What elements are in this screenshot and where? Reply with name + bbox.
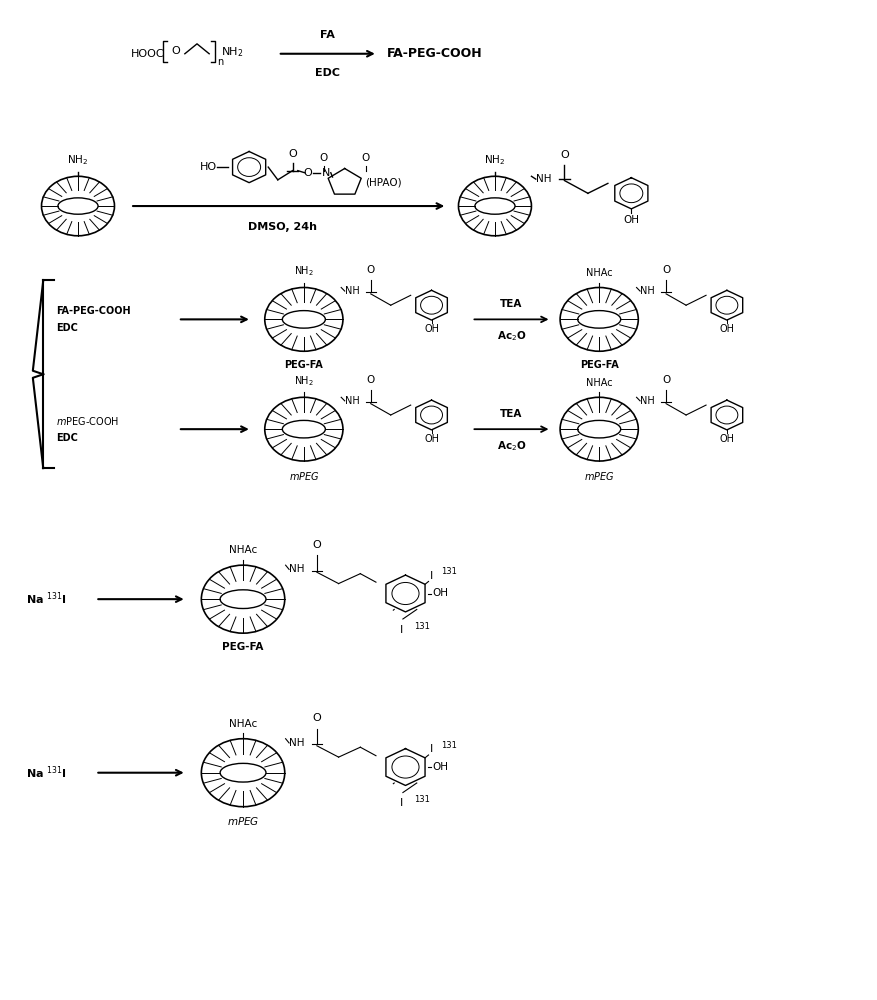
Text: NH$_2$: NH$_2$ [294,264,314,278]
Text: I: I [400,798,403,808]
Circle shape [41,176,115,236]
Text: NH$_2$: NH$_2$ [68,153,89,167]
Text: O: O [662,375,670,385]
Text: PEG-FA: PEG-FA [223,642,264,652]
Text: 131: 131 [440,741,457,750]
Text: FA-PEG-COOH: FA-PEG-COOH [387,47,482,60]
Text: NHAc: NHAc [586,268,612,278]
Text: NH: NH [289,738,304,748]
Text: O: O [312,713,321,723]
Text: O: O [560,150,569,160]
Text: O: O [303,168,312,178]
Text: O: O [312,540,321,550]
Ellipse shape [578,420,621,438]
Text: NH: NH [536,174,552,184]
Text: NH$_2$: NH$_2$ [221,45,244,59]
Text: OH: OH [719,434,734,444]
Text: OH: OH [424,324,439,334]
Text: $m$PEG: $m$PEG [289,470,319,482]
Text: N: N [321,168,330,178]
Text: O: O [172,46,181,56]
Text: I: I [400,625,403,635]
Text: NH: NH [289,564,304,574]
Text: HOOC: HOOC [132,49,165,59]
Text: O: O [361,153,370,163]
Text: $m$PEG: $m$PEG [227,815,260,827]
Text: 131: 131 [414,622,430,631]
Text: O: O [367,375,374,385]
Text: TEA: TEA [500,409,523,419]
Ellipse shape [578,311,621,328]
Text: 131: 131 [440,568,457,576]
Circle shape [560,288,638,351]
Text: EDC: EDC [56,323,78,333]
Text: Ac$_2$O: Ac$_2$O [496,329,526,343]
Text: PEG-FA: PEG-FA [284,360,324,370]
Text: Ac$_2$O: Ac$_2$O [496,439,526,453]
Text: $m$PEG-COOH: $m$PEG-COOH [56,415,119,427]
Text: FA-PEG-COOH: FA-PEG-COOH [56,306,131,316]
Text: NH: NH [640,396,655,406]
Text: NH: NH [345,396,360,406]
Text: NH: NH [345,286,360,296]
Text: Na $^{131}$I: Na $^{131}$I [26,764,67,781]
Text: O: O [289,149,297,159]
Ellipse shape [220,590,266,609]
Text: n: n [217,57,224,67]
Text: TEA: TEA [500,299,523,309]
Text: EDC: EDC [56,433,78,443]
Circle shape [265,397,343,461]
Text: I: I [430,744,432,754]
Text: Na $^{131}$I: Na $^{131}$I [26,591,67,607]
Ellipse shape [58,198,98,214]
Text: NHAc: NHAc [229,545,257,555]
Text: HO: HO [200,162,217,172]
Text: O: O [320,153,328,163]
Text: O: O [662,265,670,275]
Ellipse shape [475,198,515,214]
Text: I: I [430,571,432,581]
Text: (HPAO): (HPAO) [365,178,402,188]
Text: NHAc: NHAc [229,719,257,729]
Ellipse shape [282,311,325,328]
Text: DMSO, 24h: DMSO, 24h [247,222,317,232]
Text: OH: OH [432,762,448,772]
Text: OH: OH [432,588,448,598]
Text: 131: 131 [414,795,430,804]
Text: FA: FA [320,30,335,40]
Text: OH: OH [624,215,639,225]
Circle shape [202,739,285,807]
Text: PEG-FA: PEG-FA [580,360,618,370]
Text: NH: NH [640,286,655,296]
Text: NH$_2$: NH$_2$ [484,153,505,167]
Text: OH: OH [424,434,439,444]
Circle shape [459,176,531,236]
Text: OH: OH [719,324,734,334]
Ellipse shape [282,420,325,438]
Circle shape [202,565,285,633]
Text: O: O [367,265,374,275]
Text: $m$PEG: $m$PEG [584,470,615,482]
Ellipse shape [220,763,266,782]
Text: NHAc: NHAc [586,378,612,388]
Text: EDC: EDC [315,68,339,78]
Circle shape [265,288,343,351]
Circle shape [560,397,638,461]
Text: NH$_2$: NH$_2$ [294,374,314,388]
